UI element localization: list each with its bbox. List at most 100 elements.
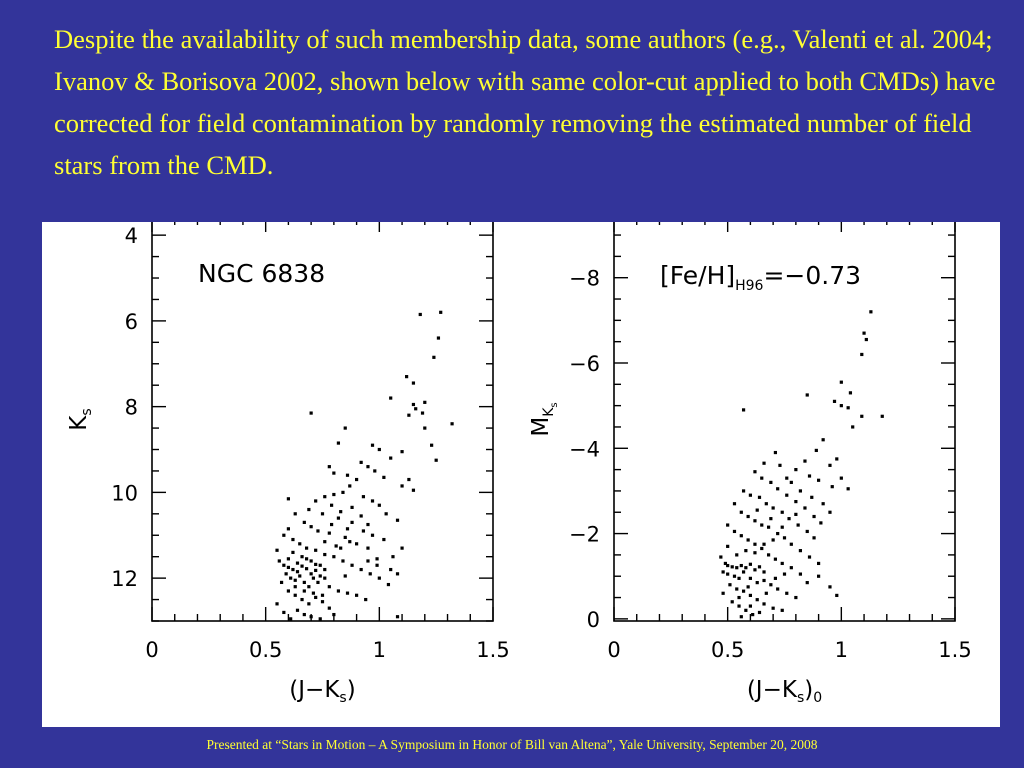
star-point [314,499,318,503]
star-point [375,557,379,561]
slide-footer: Presented at “Stars in Motion – A Sympos… [206,737,818,752]
star-point [739,534,743,538]
star-point [748,493,752,497]
star-point [721,591,725,595]
cmd-figure-panel: 0 0.5 1 1.5 4 6 8 10 12 (J−Ks) Ks NGC 6838 0 0.5 1 1.5… [42,222,1000,727]
star-point [719,555,723,559]
x-axis-label: (J−Ks) [289,677,355,706]
star-point [327,465,331,469]
star-point [812,514,816,519]
star-point [400,546,404,550]
star-point [746,514,750,519]
x-tick-label: 1.5 [938,638,971,662]
star-point [386,582,391,587]
star-point [762,602,766,606]
star-point [739,563,743,568]
y-tick-label: 10 [111,481,138,505]
star-point [848,391,853,395]
star-point [359,567,363,572]
star-point [439,310,443,314]
annotation-sub: H96 [735,278,763,294]
star-point [355,542,359,546]
star-point [341,490,345,494]
star-point [366,522,370,527]
y-tick-label: 4 [125,224,138,248]
star-point [744,549,748,553]
star-point [377,576,381,580]
star-point [753,542,757,546]
star-point [334,544,338,548]
star-point [726,523,730,527]
star-point [282,610,286,615]
star-point [741,408,746,412]
star-point [405,375,409,379]
star-point [286,557,290,561]
star-point [812,536,816,540]
star-point [314,568,318,573]
star-point [805,581,809,585]
star-point [411,402,416,407]
star-point [728,583,732,587]
star-point [803,459,807,463]
star-point [830,485,834,489]
star-point [323,540,327,544]
star-point [782,572,787,576]
star-point [291,550,295,555]
star-point [828,463,832,467]
star-point [348,484,352,488]
y-axis-label-main: K [66,415,92,431]
star-point [289,617,293,621]
star-point [769,480,773,485]
star-point [389,567,393,572]
star-point [275,548,279,552]
star-point [780,510,784,514]
star-point [789,542,793,546]
star-point [279,580,284,585]
star-point [366,559,370,563]
star-point [366,465,370,469]
star-point [336,516,341,520]
star-point [780,561,784,566]
star-point [748,576,752,580]
star-point [794,512,798,516]
star-point [760,546,764,551]
star-point [817,574,821,578]
star-point [339,546,343,550]
star-point [753,470,757,474]
star-point [384,512,388,516]
star-point [835,457,839,461]
star-point [382,537,386,542]
star-point [327,585,331,589]
star-point [302,520,306,524]
star-point [773,576,778,580]
y-tick-label: −8 [569,267,600,291]
x-axis-label-close: ) [347,677,356,703]
star-point [744,608,748,612]
star-point [370,499,375,503]
star-point [732,529,737,534]
star-point [323,567,327,572]
star-point [320,600,325,604]
star-point [805,393,809,397]
star-point [730,565,734,569]
star-point [755,508,759,512]
star-point [359,514,363,518]
star-point [819,521,823,525]
star-point [821,502,825,506]
star-point [753,568,757,572]
star-point [318,563,322,567]
star-point [295,561,300,565]
star-point [835,593,839,598]
star-point [304,567,309,571]
star-point [803,506,807,510]
star-point [375,563,379,567]
star-point [327,606,331,610]
star-point [755,581,759,585]
star-point [316,580,320,585]
star-point [345,473,350,477]
star-point [370,533,375,537]
star-point [766,525,771,529]
star-point [807,555,812,559]
star-point [785,476,789,480]
star-point [860,352,864,357]
